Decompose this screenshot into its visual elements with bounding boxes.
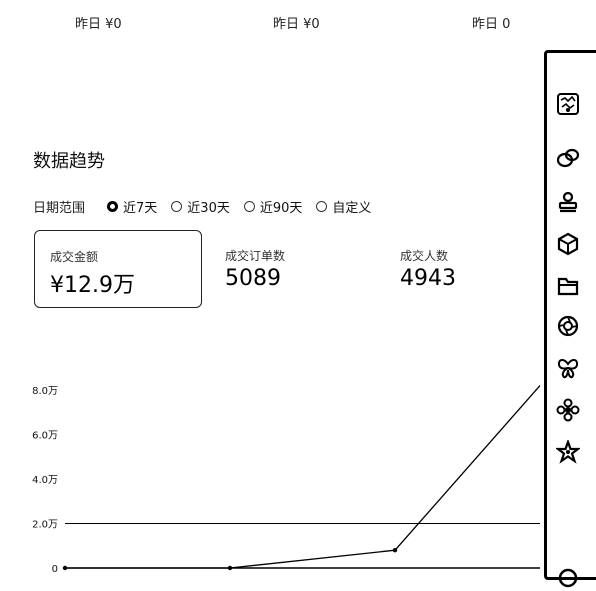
metric-value: 4943 [400,266,456,291]
data-point [392,548,398,553]
range-option-30d[interactable]: 近30天 [171,197,230,216]
metric-label: 成交人数 [400,249,449,263]
right-toolbar [544,50,596,588]
y-tick-label: 0 [52,564,58,574]
radio-checked-icon [107,200,119,212]
cube-icon[interactable] [555,231,581,257]
metric-card-amount[interactable]: 成交金额 ¥12.9万 [34,230,202,308]
y-tick-label: 2.0万 [32,520,58,531]
radio-unchecked-icon [171,200,183,212]
chat-bubbles-icon[interactable] [555,145,581,171]
yesterday-amount-1: 昨日 ¥0 [75,17,122,32]
range-option-label: 近90天 [259,200,303,216]
series-line [65,385,541,569]
range-option-custom[interactable]: 自定义 [316,197,371,216]
range-option-label: 自定义 [332,200,372,216]
metric-label: 成交订单数 [225,249,286,263]
metric-label: 成交金额 [50,250,99,264]
radio-unchecked-icon [316,200,328,212]
date-range-label: 日期范围 [33,200,86,216]
radio-unchecked-icon [243,200,255,212]
section-title: 数据趋势 [33,151,105,172]
range-option-label: 近7天 [123,200,158,216]
data-point [227,565,233,571]
stamp-icon[interactable] [555,189,581,215]
metric-card-orders[interactable]: 成交订单数 5089 [210,230,370,308]
avatar-icon[interactable] [555,91,581,117]
metric-value: 5089 [225,266,281,291]
circle-icon[interactable] [555,565,581,591]
flower-icon[interactable] [555,397,581,423]
butterfly-icon[interactable] [555,355,581,381]
date-range-selector: 日期范围 近7天 近30天 近90天 自定义 [33,197,385,216]
metric-card-buyers[interactable]: 成交人数 4943 [385,230,535,308]
yesterday-count: 昨日 0 [472,17,511,32]
y-tick-label: 6.0万 [32,431,58,442]
y-tick-label: 4.0万 [32,475,58,486]
star-figure-icon[interactable] [555,439,581,465]
y-tick-label: 8.0万 [32,386,58,397]
range-option-7d[interactable]: 近7天 [107,197,157,216]
folder-icon[interactable] [555,273,581,299]
metric-value: ¥12.9万 [50,273,135,298]
range-option-90d[interactable]: 近90天 [243,197,303,216]
trend-line-chart: 0 2.0万 4.0万 6.0万 8.0万 [32,385,541,574]
data-point [62,565,68,571]
yesterday-amount-2: 昨日 ¥0 [273,17,320,32]
aperture-icon[interactable] [555,313,581,339]
range-option-label: 近30天 [187,200,230,216]
